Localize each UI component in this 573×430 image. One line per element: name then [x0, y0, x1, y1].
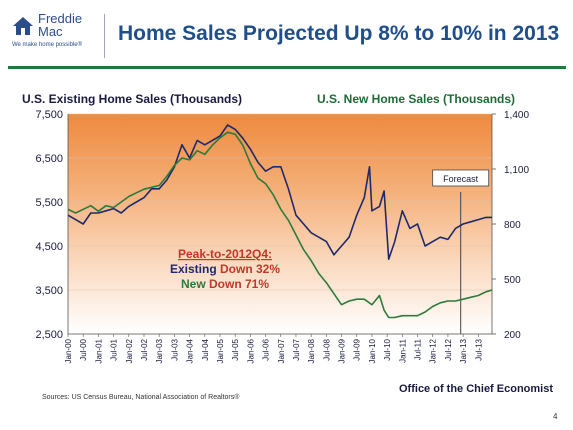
- logo-tagline: We make home possible®: [12, 42, 83, 48]
- x-tick-label: Jan-10: [368, 338, 377, 363]
- x-tick-label: Jul-05: [231, 338, 240, 360]
- right-tick-label: 1,400: [504, 110, 529, 121]
- x-tick-label: Jan-09: [338, 338, 347, 363]
- logo-name-line2: Mac: [38, 24, 63, 39]
- x-tick-label: Jan-11: [398, 338, 407, 362]
- x-tick-label: Jan-06: [246, 338, 255, 363]
- office-label: Office of the Chief Economist: [399, 383, 554, 395]
- forecast-box: [432, 169, 490, 187]
- right-tick-label: 500: [504, 275, 521, 286]
- plot-background: [68, 114, 492, 334]
- x-tick-label: Jan-02: [125, 338, 134, 363]
- title-rule: [8, 66, 566, 69]
- x-tick-label: Jul-04: [201, 338, 210, 360]
- left-tick-label: 4,500: [35, 241, 63, 253]
- x-tick-label: Jan-04: [186, 338, 195, 363]
- right-tick-label: 200: [504, 330, 521, 341]
- x-tick-label: Jan-00: [64, 338, 73, 363]
- left-tick-label: 6,500: [35, 153, 63, 165]
- left-tick-label: 5,500: [35, 197, 63, 209]
- x-tick-label: Jan-01: [94, 338, 103, 363]
- x-tick-label: Jan-07: [277, 338, 286, 363]
- x-tick-label: Jul-12: [444, 338, 453, 360]
- x-tick-label: Jul-06: [262, 338, 271, 360]
- left-axis-label: U.S. Existing Home Sales (Thousands): [22, 92, 243, 106]
- annotation-existing: Existing Down 32%: [170, 262, 280, 276]
- left-tick-label: 2,500: [35, 329, 63, 341]
- annotation-heading: Peak-to-2012Q4:: [178, 247, 272, 261]
- x-tick-label: Jul-08: [322, 338, 331, 360]
- freddie-mac-logo: Freddie Mac We make home possible®: [10, 10, 102, 56]
- x-tick-label: Jul-00: [79, 338, 88, 360]
- x-tick-label: Jan-03: [155, 338, 164, 363]
- x-tick-label: Jul-09: [353, 338, 362, 360]
- right-tick-label: 1,100: [504, 165, 529, 176]
- header-divider: [104, 14, 105, 58]
- x-tick-label: Jan-05: [216, 338, 225, 363]
- right-tick-label: 800: [504, 220, 521, 231]
- left-tick-label: 7,500: [35, 109, 63, 121]
- existing-sales-line: [67, 124, 492, 260]
- x-tick-label: Jul-13: [474, 338, 483, 360]
- house-icon: [13, 17, 33, 35]
- x-tick-label: Jul-03: [170, 338, 179, 360]
- right-axis-label: U.S. New Home Sales (Thousands): [317, 92, 516, 106]
- x-tick-label: Jul-10: [383, 338, 392, 360]
- x-tick-label: Jul-01: [110, 338, 119, 360]
- x-tick-label: Jul-11: [414, 338, 423, 360]
- logo-name-line1: Freddie: [38, 11, 83, 26]
- x-tick-label: Jul-02: [140, 338, 149, 360]
- sources-note: Sources: US Census Bureau, National Asso…: [42, 394, 240, 401]
- x-tick-label: Jan-08: [307, 338, 316, 363]
- forecast-label: Forecast: [443, 174, 479, 184]
- slide-title: Home Sales Projected Up 8% to 10% in 201…: [118, 22, 560, 45]
- logo-name: Freddie Mac: [38, 12, 82, 38]
- new-sales-line: [67, 131, 493, 319]
- annotation-new: New Down 71%: [181, 277, 269, 291]
- left-tick-label: 3,500: [35, 285, 63, 297]
- x-tick-label: Jan-13: [459, 338, 468, 363]
- page-number: 4: [553, 412, 558, 421]
- x-tick-label: Jul-07: [292, 338, 301, 360]
- x-tick-label: Jan-12: [429, 338, 438, 363]
